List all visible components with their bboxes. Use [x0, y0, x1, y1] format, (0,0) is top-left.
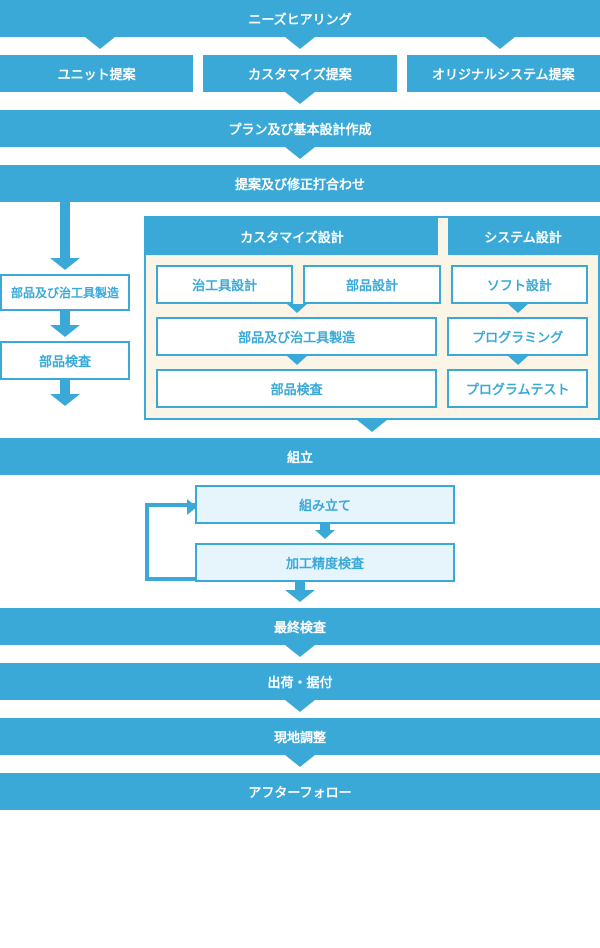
connector-vertical: [60, 380, 70, 394]
flow-box: プログラムテスト: [447, 369, 588, 408]
arrow-down: [357, 420, 387, 432]
flow-box: 部品検査: [0, 341, 130, 380]
arrow-down: [50, 325, 80, 337]
arrow-down: [285, 755, 315, 767]
flow-bar: プラン及び基本設計作成: [0, 110, 600, 147]
flow-bar: オリジナルシステム提案: [407, 55, 600, 92]
flow-row: ユニット提案カスタマイズ提案オリジナルシステム提案: [0, 55, 600, 92]
arrow-down: [287, 304, 307, 313]
loop-connector: [145, 503, 195, 581]
flow-box: 部品及び治工具製造: [0, 274, 130, 311]
assembly-loop: 組み立て加工精度検査: [145, 485, 455, 582]
arrow-down: [285, 645, 315, 657]
arrow-row: [0, 37, 600, 49]
flow-bar: カスタマイズ提案: [203, 55, 396, 92]
left-branch: 部品及び治工具製造部品検査: [0, 202, 130, 406]
flow-box: 部品設計: [303, 265, 440, 304]
arrow-down: [285, 37, 315, 49]
connector-vertical: [295, 582, 305, 590]
connector-vertical: [60, 311, 70, 325]
design-panel: カスタマイズ設計システム設計治工具設計部品設計ソフト設計部品及び治工具製造プログ…: [144, 216, 600, 420]
arrow-down: [508, 356, 528, 365]
flow-box: 部品検査: [156, 369, 437, 408]
flow-bar: 現地調整: [0, 718, 600, 755]
arrow-down: [508, 304, 528, 313]
flow-box: 部品及び治工具製造: [156, 317, 437, 356]
arrow-down: [285, 590, 315, 602]
flow-bar: カスタマイズ設計: [146, 218, 438, 255]
arrow-right: [187, 499, 197, 515]
arrow-down: [287, 356, 307, 365]
right-panel-wrap: カスタマイズ設計システム設計治工具設計部品設計ソフト設計部品及び治工具製造プログ…: [144, 202, 600, 432]
arrow-down: [85, 37, 115, 49]
arrow-down: [285, 147, 315, 159]
flow-bar: 最終検査: [0, 608, 600, 645]
arrow-down: [50, 258, 80, 270]
flow-bar: ニーズヒアリング: [0, 0, 600, 37]
flow-box: ソフト設計: [451, 265, 588, 304]
flow-bar: 出荷・据付: [0, 663, 600, 700]
flow-bar: 提案及び修正打合わせ: [0, 165, 600, 202]
flow-bar: システム設計: [448, 218, 598, 255]
arrow-down: [50, 394, 80, 406]
flow-box: プログラミング: [447, 317, 588, 356]
arrow-down: [315, 530, 335, 539]
connector-vertical: [60, 202, 70, 258]
flow-bar: ユニット提案: [0, 55, 193, 92]
arrow-down: [485, 37, 515, 49]
split-section: 部品及び治工具製造部品検査カスタマイズ設計システム設計治工具設計部品設計ソフト設…: [0, 202, 600, 432]
flow-bar: 組立: [0, 438, 600, 475]
arrow-down: [285, 92, 315, 104]
flow-box-light: 組み立て: [195, 485, 455, 524]
flow-box-light: 加工精度検査: [195, 543, 455, 582]
flow-bar: アフターフォロー: [0, 773, 600, 810]
arrow-down: [285, 700, 315, 712]
flow-box: 治工具設計: [156, 265, 293, 304]
